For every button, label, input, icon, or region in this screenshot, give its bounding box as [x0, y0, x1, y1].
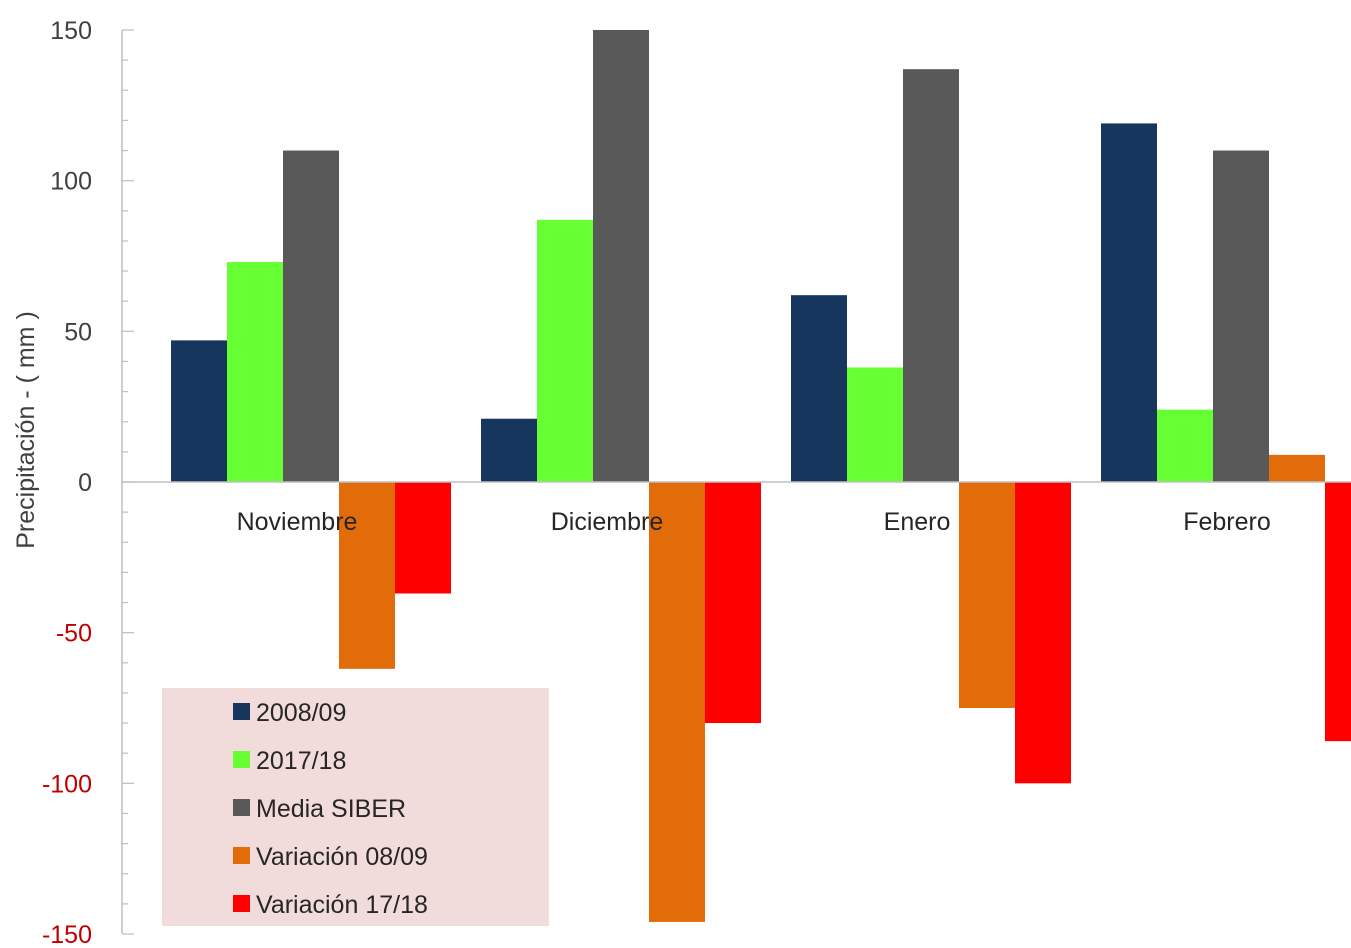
bar-2017-18-enero [847, 367, 903, 482]
legend-label: Variación 08/09 [256, 843, 428, 871]
y-tick-label: -50 [56, 620, 92, 648]
bar-2008-09-febrero [1101, 123, 1157, 482]
y-tick-label: -100 [42, 770, 92, 798]
y-tick-label: 0 [78, 469, 92, 497]
legend-swatch [233, 847, 250, 864]
legend-swatch [233, 799, 250, 816]
bar-variaci-n-17-18-diciembre [705, 482, 761, 724]
bar-media-siber-enero [903, 69, 959, 482]
category-label-noviembre: Noviembre [237, 508, 358, 536]
bar-media-siber-noviembre [283, 150, 339, 483]
legend-label: 2017/18 [256, 747, 346, 775]
y-tick-label: 50 [64, 318, 92, 346]
bar-2008-09-noviembre [171, 340, 227, 482]
legend: 2008/09 2017/18 Media SIBER Variación 08/09… [162, 688, 549, 926]
y-tick-label: -150 [42, 921, 92, 948]
legend-swatch [233, 895, 250, 912]
bar-2017-18-febrero [1157, 409, 1213, 482]
category-label-enero: Enero [884, 508, 951, 536]
bar-variaci-n-17-18-febrero [1325, 482, 1351, 742]
legend-label: Media SIBER [256, 795, 406, 823]
bar-variaci-n-08-09-noviembre [339, 482, 395, 669]
y-tick-label: 100 [50, 168, 92, 196]
bar-2008-09-enero [791, 295, 847, 482]
legend-label: Variación 17/18 [256, 891, 428, 919]
bar-variaci-n-17-18-noviembre [395, 482, 451, 594]
axes-layer: 150 100 50 0 -50 -100 -150 [42, 17, 1351, 948]
y-tick-label: 150 [50, 17, 92, 45]
bar-variaci-n-17-18-enero [1015, 482, 1071, 784]
y-axis-title-group: Precipitación - ( mm ) [12, 311, 40, 549]
category-label-diciembre: Diciembre [551, 508, 664, 536]
bar-2017-18-diciembre [537, 219, 593, 482]
bar-2008-09-diciembre [481, 418, 537, 482]
bar-variaci-n-08-09-diciembre [649, 482, 705, 922]
y-axis-title: Precipitación - ( mm ) [12, 311, 40, 549]
bar-media-siber-diciembre [593, 30, 649, 482]
bar-media-siber-febrero [1213, 150, 1269, 483]
legend-swatch [233, 703, 250, 720]
legend-label: 2008/09 [256, 699, 346, 727]
bars-layer [171, 30, 1351, 922]
legend-background [162, 688, 549, 926]
category-labels-layer: Noviembre Diciembre Enero Febrero [237, 508, 1271, 536]
category-label-febrero: Febrero [1183, 508, 1271, 536]
bar-2017-18-noviembre [227, 262, 283, 482]
bar-variaci-n-08-09-febrero [1269, 454, 1325, 482]
legend-swatch [233, 751, 250, 768]
bar-variaci-n-08-09-enero [959, 482, 1015, 708]
